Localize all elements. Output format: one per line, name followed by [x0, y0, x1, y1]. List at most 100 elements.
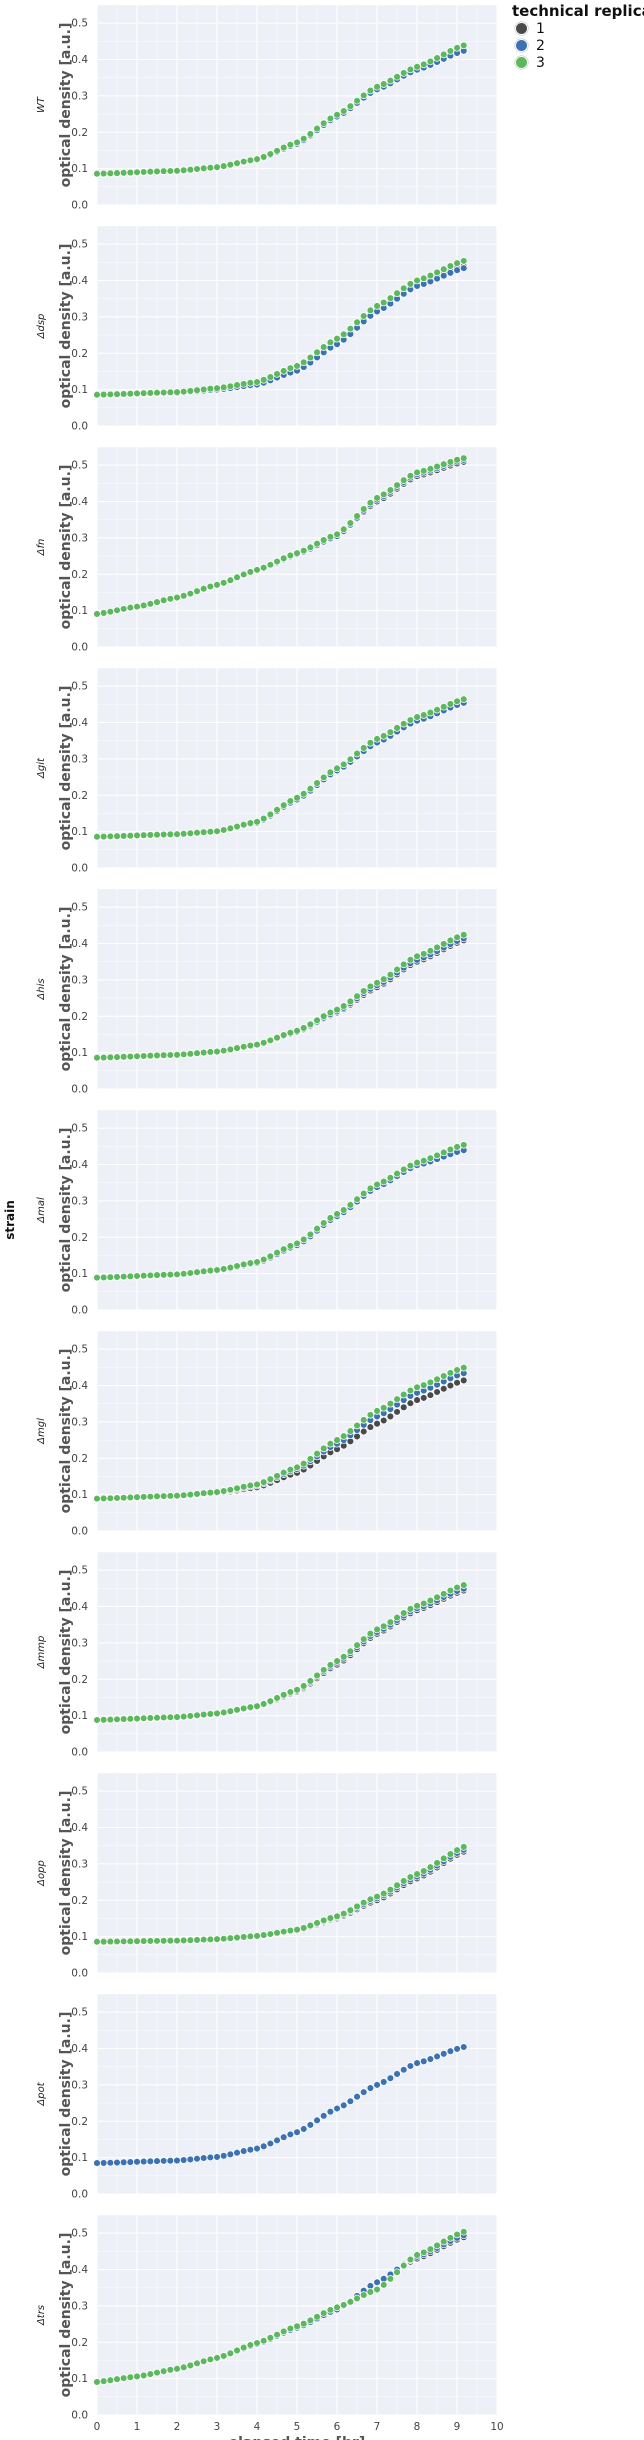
data-point: [439, 1148, 448, 1157]
data-point: [446, 1145, 455, 1154]
data-point: [366, 498, 375, 507]
data-point: [286, 364, 295, 372]
data-point: [399, 2261, 408, 2270]
data-point: [106, 390, 115, 399]
data-point: [399, 1390, 408, 1399]
data-point: [139, 2157, 148, 2166]
data-point: [239, 157, 248, 166]
data-point: [393, 724, 401, 732]
data-point: [413, 2059, 421, 2067]
data-point: [399, 284, 408, 293]
data-point: [393, 1613, 401, 1622]
data-point: [313, 1016, 321, 1024]
data-point: [359, 2088, 368, 2096]
data-point: [173, 2365, 181, 2373]
data-point: [379, 1889, 388, 1898]
data-point: [399, 720, 408, 728]
data-point: [353, 2294, 361, 2303]
data-point: [379, 1416, 388, 1425]
data-point: [179, 2156, 188, 2164]
data-point: [386, 1399, 395, 1408]
data-point: [246, 1481, 255, 1490]
panel-label: Δhis: [36, 978, 47, 1000]
data-point: [119, 1715, 128, 1723]
data-point: [353, 992, 361, 1000]
data-point: [313, 539, 321, 548]
data-point: [386, 970, 395, 979]
data-point: [326, 114, 335, 123]
data-point: [266, 2334, 275, 2342]
data-point: [279, 2327, 288, 2336]
data-point: [379, 2078, 388, 2086]
y-tick-label: 0.1: [71, 384, 88, 396]
legend-item-1: 1: [515, 20, 640, 37]
data-point: [199, 1267, 208, 1276]
data-point: [386, 1618, 395, 1626]
data-point: [446, 47, 455, 55]
data-point: [266, 561, 275, 569]
legend-label-1: 1: [536, 20, 545, 37]
y-tick-label: 0.1: [71, 605, 88, 617]
data-point: [226, 160, 235, 169]
data-point: [93, 1273, 101, 1282]
data-point: [346, 324, 355, 333]
data-point: [406, 280, 415, 288]
data-point: [179, 166, 188, 175]
data-point: [333, 1912, 341, 1921]
data-point: [313, 124, 321, 133]
x-tick-label: 10: [490, 2421, 503, 2433]
data-point: [173, 167, 181, 175]
series-replicate-3: [93, 1843, 468, 1946]
data-point: [319, 1219, 328, 1227]
data-point: [326, 1214, 335, 1222]
data-point: [133, 602, 141, 611]
y-tick-label: 0.3: [71, 1195, 88, 1207]
data-point: [299, 358, 308, 367]
y-tick-label: 0.5: [71, 2007, 88, 2019]
panel-label: Δpot: [36, 2081, 47, 2106]
data-point: [326, 2306, 335, 2314]
data-point: [113, 1053, 121, 1061]
data-point: [386, 294, 395, 302]
data-point: [253, 1480, 261, 1489]
data-point: [106, 1494, 115, 1502]
data-point: [279, 143, 288, 152]
y-axis-label: optical density [a.u.]: [58, 686, 74, 851]
y-tick-label: 0.1: [71, 826, 88, 838]
data-point: [433, 1388, 441, 1396]
data-point: [346, 519, 355, 527]
data-point: [173, 830, 181, 838]
data-point: [353, 1195, 361, 1203]
data-point: [433, 54, 441, 62]
data-point: [406, 472, 415, 480]
data-point: [426, 1596, 435, 1605]
data-point: [106, 1053, 115, 1062]
data-point: [173, 2156, 181, 2165]
y-tick-label: 0.3: [71, 1637, 88, 1649]
data-point: [186, 2155, 195, 2164]
data-point: [273, 806, 281, 814]
data-point: [399, 2066, 408, 2074]
y-tick-label: 0.0: [71, 421, 88, 433]
y-axis-label: optical density [a.u.]: [58, 1349, 74, 1514]
data-point: [239, 2343, 248, 2352]
data-point: [266, 810, 275, 819]
data-point: [146, 1714, 155, 1722]
data-point: [139, 1271, 148, 1280]
data-point: [133, 1052, 141, 1061]
data-point: [93, 1494, 101, 1503]
y-tick-label: 0.1: [71, 1268, 88, 1280]
data-point: [426, 947, 435, 955]
data-point: [439, 2050, 448, 2058]
y-tick-label: 0.3: [71, 532, 88, 544]
y-tick-label: 0.0: [71, 200, 88, 212]
data-point: [259, 2336, 268, 2345]
data-point: [199, 385, 208, 394]
data-point: [413, 2251, 421, 2259]
data-point: [226, 1934, 235, 1942]
data-point: [406, 2255, 415, 2264]
data-point: [186, 387, 195, 395]
data-point: [153, 1051, 161, 1060]
